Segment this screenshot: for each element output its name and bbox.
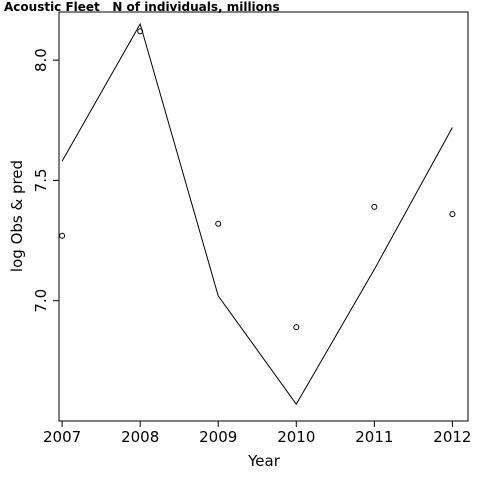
y-axis-label: log Obs & pred: [8, 160, 26, 272]
x-tick-label: 2009: [199, 428, 237, 446]
x-tick-label: 2007: [43, 428, 81, 446]
x-tick-label: 2010: [277, 428, 315, 446]
observed-point: [293, 324, 300, 331]
x-axis: 2007 2008 2009 2010 2011 2012: [43, 420, 471, 446]
plot-frame: [58, 11, 469, 422]
observed-series: [59, 28, 456, 331]
observed-point: [449, 211, 456, 218]
x-tick-label: 2008: [121, 428, 159, 446]
y-axis: 7.0 7.5 8.0: [32, 48, 60, 313]
y-tick-label: 8.0: [32, 48, 50, 72]
x-tick-label: 2011: [355, 428, 393, 446]
chart-title: Acoustic Fleet N of individuals, million…: [4, 0, 280, 14]
observed-point: [371, 203, 378, 210]
x-axis-label: Year: [247, 452, 281, 470]
observed-point: [137, 28, 144, 35]
predicted-line: [61, 22, 453, 406]
y-tick-label: 7.0: [32, 289, 50, 313]
observed-point: [59, 232, 66, 239]
y-tick-label: 7.5: [32, 168, 50, 192]
x-tick-label: 2012: [433, 428, 471, 446]
predicted-series: [61, 22, 453, 406]
observed-point: [215, 220, 222, 227]
